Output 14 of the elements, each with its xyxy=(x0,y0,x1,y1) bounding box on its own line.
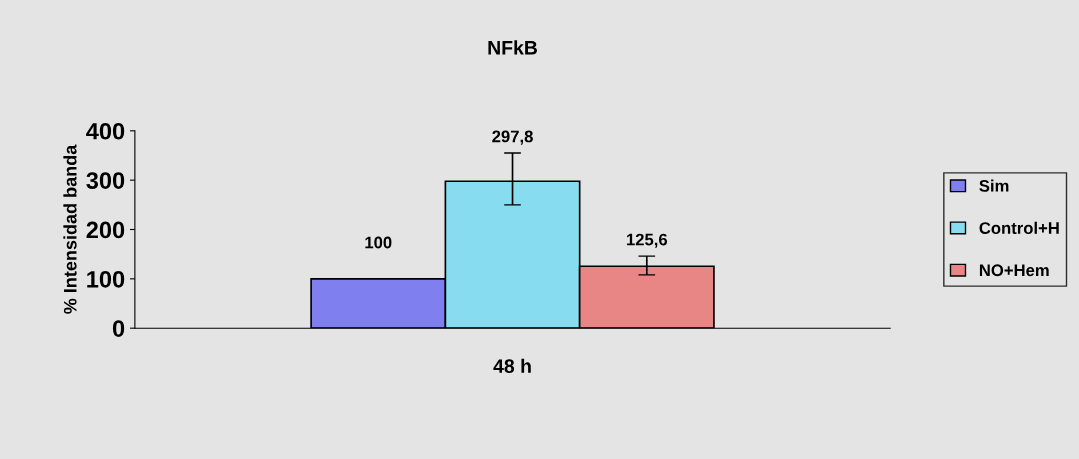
data-label: 125,6 xyxy=(627,233,668,248)
y-tick-label: 200 xyxy=(86,221,125,239)
legend-label: NO+Hem xyxy=(979,264,1049,277)
y-tick-label: 100 xyxy=(87,270,125,288)
legend-label: Control+H xyxy=(979,221,1059,234)
legend-label: Sim xyxy=(979,179,1009,192)
data-label: 297,8 xyxy=(492,130,533,145)
y-tick-label: 300 xyxy=(86,172,125,189)
data-label: 100 xyxy=(365,236,392,249)
y-tick-label: 0 xyxy=(112,320,125,337)
y-tick-label: 400 xyxy=(86,122,125,140)
chart-title: NFkB xyxy=(488,40,538,55)
x-tick-label: 48 h xyxy=(493,358,531,374)
y-axis-title: % Intensidad banda xyxy=(63,144,77,314)
